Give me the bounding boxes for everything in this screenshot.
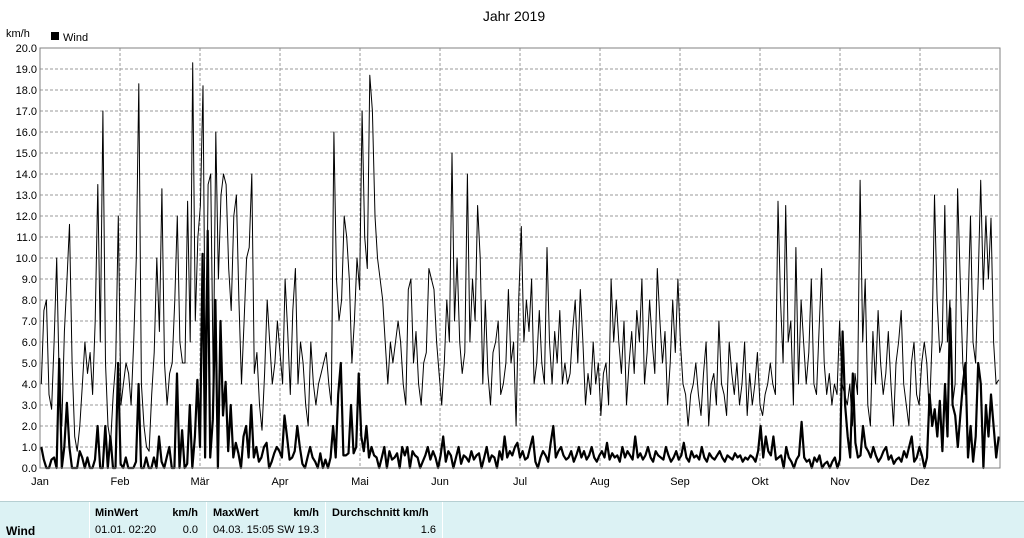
y-tick-label: 4.0	[22, 379, 37, 391]
x-tick-label-5: Jun	[431, 476, 449, 488]
y-tick-label: 19.0	[16, 64, 37, 76]
y-tick-label: 15.0	[16, 148, 37, 160]
x-tick-label-2: Mär	[191, 476, 210, 488]
avg-cell: Durchschnitt km/h 1.6	[325, 502, 443, 538]
y-tick-label: 13.0	[16, 190, 37, 202]
avg-header: Durchschnitt km/h	[332, 507, 429, 519]
chart-title: Jahr 2019	[483, 8, 545, 24]
max-header: MaxWert	[213, 507, 259, 519]
x-tick-label-6: Jul	[513, 476, 527, 488]
y-tick-label: 3.0	[22, 400, 37, 412]
series-line-1	[40, 229, 1000, 470]
y-tick-label: 14.0	[16, 169, 37, 181]
plot-area	[39, 47, 1001, 469]
series-line-0	[40, 62, 1000, 452]
min-cell: MinWert km/h 01.01. 02:20 0.0	[89, 502, 206, 538]
x-tick-label-9: Okt	[751, 476, 768, 488]
avg-value: 1.6	[420, 524, 436, 536]
y-tick-label: 0.0	[22, 463, 37, 475]
y-tick-label: 17.0	[16, 106, 37, 118]
x-tick-label-4: Mai	[351, 476, 369, 488]
x-tick-label-1: Feb	[111, 476, 130, 488]
y-tick-label: 5.0	[22, 358, 37, 370]
x-tick-label-10: Nov	[830, 476, 850, 488]
y-tick-label: 20.0	[16, 43, 37, 55]
max-cell: MaxWert km/h 04.03. 15:05 SW 19.3	[206, 502, 325, 538]
min-header: MinWert	[95, 507, 139, 519]
y-tick-label: 7.0	[22, 316, 37, 328]
x-tick-label-0: Jan	[31, 476, 49, 488]
legend-label: Wind	[63, 32, 88, 44]
stats-row-label: Wind	[6, 524, 36, 538]
y-tick-label: 12.0	[16, 211, 37, 223]
max-time: 04.03. 15:05	[213, 524, 275, 536]
y-tick-label: 16.0	[16, 127, 37, 139]
max-value: SW 19.3	[276, 524, 319, 536]
x-tick-label-3: Apr	[271, 476, 288, 488]
x-tick-label-8: Sep	[670, 476, 690, 488]
y-tick-label: 10.0	[16, 253, 37, 265]
min-time: 01.01. 02:20	[95, 524, 157, 536]
stats-panel: Wind MinWert km/h 01.01. 02:20 0.0 MaxWe…	[0, 501, 1024, 538]
y-tick-label: 9.0	[22, 274, 37, 286]
wind-chart: Jahr 2019 km/h Wind 0.0 1.0 2.0 3.0 4.0 5.0 6.…	[6, 8, 1001, 488]
x-tick-label-7: Aug	[590, 476, 610, 488]
y-tick-label: 18.0	[16, 85, 37, 97]
y-tick-label: 11.0	[16, 232, 37, 244]
y-tick-label: 8.0	[22, 295, 37, 307]
y-tick-label: 2.0	[22, 421, 37, 433]
x-tick-label-11: Dez	[910, 476, 930, 488]
y-axis-unit: km/h	[6, 28, 30, 40]
min-unit: km/h	[172, 507, 198, 519]
max-unit: km/h	[293, 507, 319, 519]
min-value: 0.0	[182, 524, 198, 536]
y-tick-label: 6.0	[22, 337, 37, 349]
legend-swatch	[51, 32, 59, 40]
y-tick-label: 1.0	[22, 442, 37, 454]
